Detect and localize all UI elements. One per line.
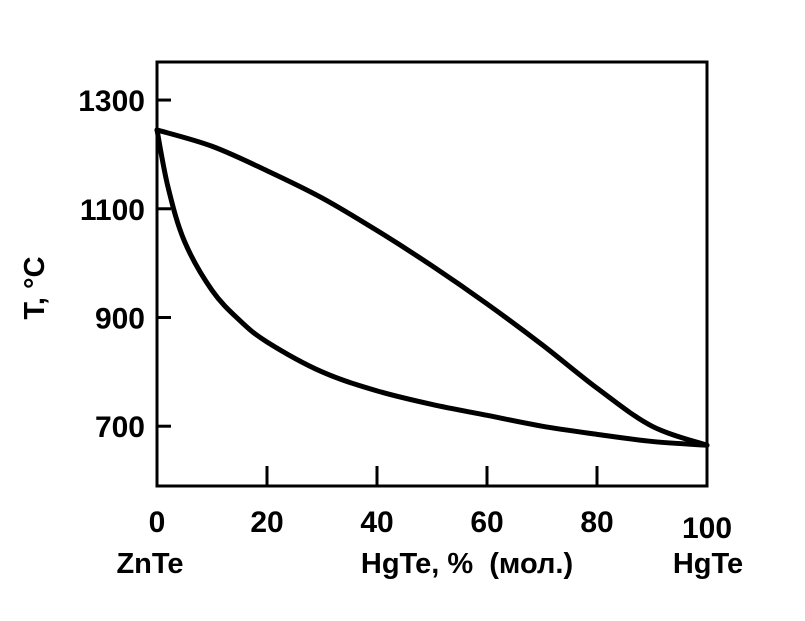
series-layer (154, 127, 710, 448)
y-axis: 700 900 1100 1300 (78, 85, 171, 444)
y-tick-label: 1300 (78, 85, 145, 118)
x-tick-label: 60 (470, 506, 503, 539)
x-tick-label: 80 (580, 506, 613, 539)
x-tick-label: 20 (250, 506, 283, 539)
x-axis-right-end-label: HgTe (673, 548, 743, 580)
x-tick-label: 0 (149, 506, 166, 539)
solidus-curve (154, 127, 710, 448)
y-tick-label: 700 (95, 411, 145, 444)
x-axis-left-end-label: ZnTe (116, 548, 183, 580)
x-tick-label: 100 (682, 512, 732, 545)
y-axis-title: T, °C (19, 256, 51, 319)
liquidus-curve (154, 127, 710, 448)
x-tick-label: 40 (360, 506, 393, 539)
x-axis-title: HgTe, % (мол.) (361, 548, 573, 580)
y-tick-label: 900 (95, 302, 145, 335)
y-tick-label: 1100 (80, 194, 145, 227)
plot-area: 0 20 40 60 80 100 700 900 1100 1300 (78, 60, 732, 545)
x-axis: 0 20 40 60 80 100 (149, 466, 732, 545)
plot-frame (155, 60, 709, 488)
